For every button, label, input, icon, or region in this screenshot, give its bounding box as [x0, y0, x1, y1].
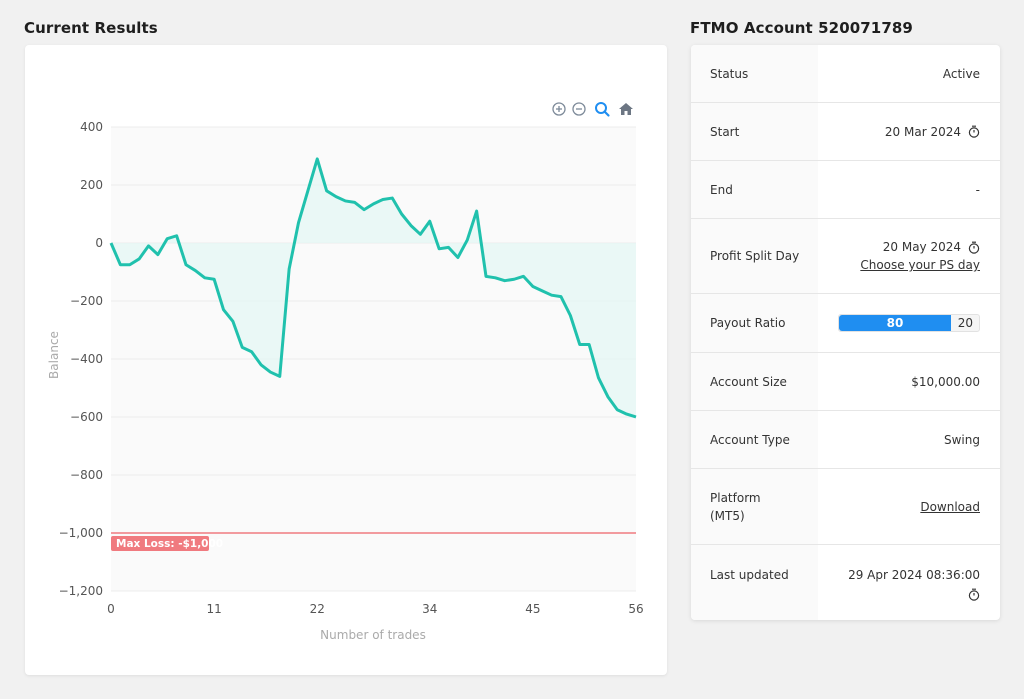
x-tick-label: 22 [310, 602, 325, 616]
balance-area [111, 158, 636, 417]
y-tick-label: 0 [95, 236, 103, 250]
payout-ratio-primary: 80 [839, 315, 951, 331]
last-updated-value: 29 Apr 2024 08:36:00 [848, 568, 980, 582]
account-type-label: Account Type [691, 411, 818, 468]
y-tick-label: 200 [80, 178, 103, 192]
payout-ratio-label: Payout Ratio [691, 294, 818, 352]
start-value: 20 Mar 2024 [884, 124, 961, 139]
account-type-value: Swing [944, 432, 980, 447]
account-details-card: Status Active Start 20 Mar 2024 End - Pr… [691, 45, 1000, 620]
timer-icon [968, 125, 980, 138]
x-tick-label: 11 [206, 602, 221, 616]
end-row: End - [691, 161, 1000, 219]
profit-split-day-value: 20 May 2024 [882, 240, 961, 254]
end-value: - [975, 182, 980, 197]
account-size-label: Account Size [691, 353, 818, 410]
y-tick-label: −1,200 [59, 584, 103, 598]
start-row: Start 20 Mar 2024 [691, 103, 1000, 161]
timer-icon [968, 588, 980, 601]
zoom-out-icon[interactable] [572, 102, 586, 116]
profit-split-day-row: Profit Split Day 20 May 2024 Choose your… [691, 219, 1000, 294]
payout-ratio-secondary: 20 [957, 316, 973, 330]
account-size-row: Account Size $10,000.00 [691, 353, 1000, 411]
home-icon[interactable] [619, 103, 633, 115]
last-updated-label: Last updated [691, 545, 818, 620]
svg-text:Max Loss: -$1,000: Max Loss: -$1,000 [116, 538, 223, 550]
y-tick-label: −600 [70, 410, 103, 424]
y-axis-title: Balance [47, 331, 61, 379]
zoom-select-icon[interactable] [595, 102, 610, 117]
x-axis-title: Number of trades [320, 628, 426, 642]
status-row: Status Active [691, 45, 1000, 103]
payout-ratio-bar: 80 20 [838, 314, 980, 332]
platform-sub-label: (MT5) [710, 508, 745, 523]
balance-line [109, 157, 637, 419]
x-tick-label: 0 [107, 602, 115, 616]
platform-label: Platform [710, 490, 761, 505]
chart-toolbar [552, 102, 633, 117]
payout-ratio-row: Payout Ratio 80 20 [691, 294, 1000, 353]
y-tick-label: −1,000 [59, 526, 103, 540]
download-link[interactable]: Download [920, 499, 980, 514]
choose-ps-day-link[interactable]: Choose your PS day [860, 258, 980, 272]
status-value: Active [942, 66, 980, 81]
status-label: Status [691, 45, 818, 102]
start-label: Start [691, 103, 818, 160]
account-type-row: Account Type Swing [691, 411, 1000, 469]
y-tick-label: −200 [70, 294, 103, 308]
current-results-title: Current Results [24, 19, 158, 37]
x-tick-label: 45 [525, 602, 540, 616]
timer-icon [968, 241, 980, 254]
balance-chart: Max Loss: -$1,000 400 200 0 −200 −400 −600 −80… [47, 102, 644, 642]
max-loss-label: Max Loss: -$1,000 [111, 536, 223, 551]
account-title: FTMO Account 520071789 [690, 19, 913, 37]
y-tick-label: 400 [80, 120, 103, 134]
last-updated-row: Last updated 29 Apr 2024 08:36:00 [691, 545, 1000, 620]
platform-row: Platform (MT5) Download [691, 469, 1000, 545]
results-chart-card: Max Loss: -$1,000 400 200 0 −200 −400 −600 −80… [25, 45, 667, 675]
y-tick-label: −800 [70, 468, 103, 482]
x-tick-label: 56 [628, 602, 643, 616]
end-label: End [691, 161, 818, 218]
profit-split-day-label: Profit Split Day [691, 219, 818, 293]
y-tick-label: −400 [70, 352, 103, 366]
x-tick-label: 34 [422, 602, 437, 616]
account-size-value: $10,000.00 [911, 374, 980, 389]
zoom-in-icon[interactable] [552, 102, 566, 116]
